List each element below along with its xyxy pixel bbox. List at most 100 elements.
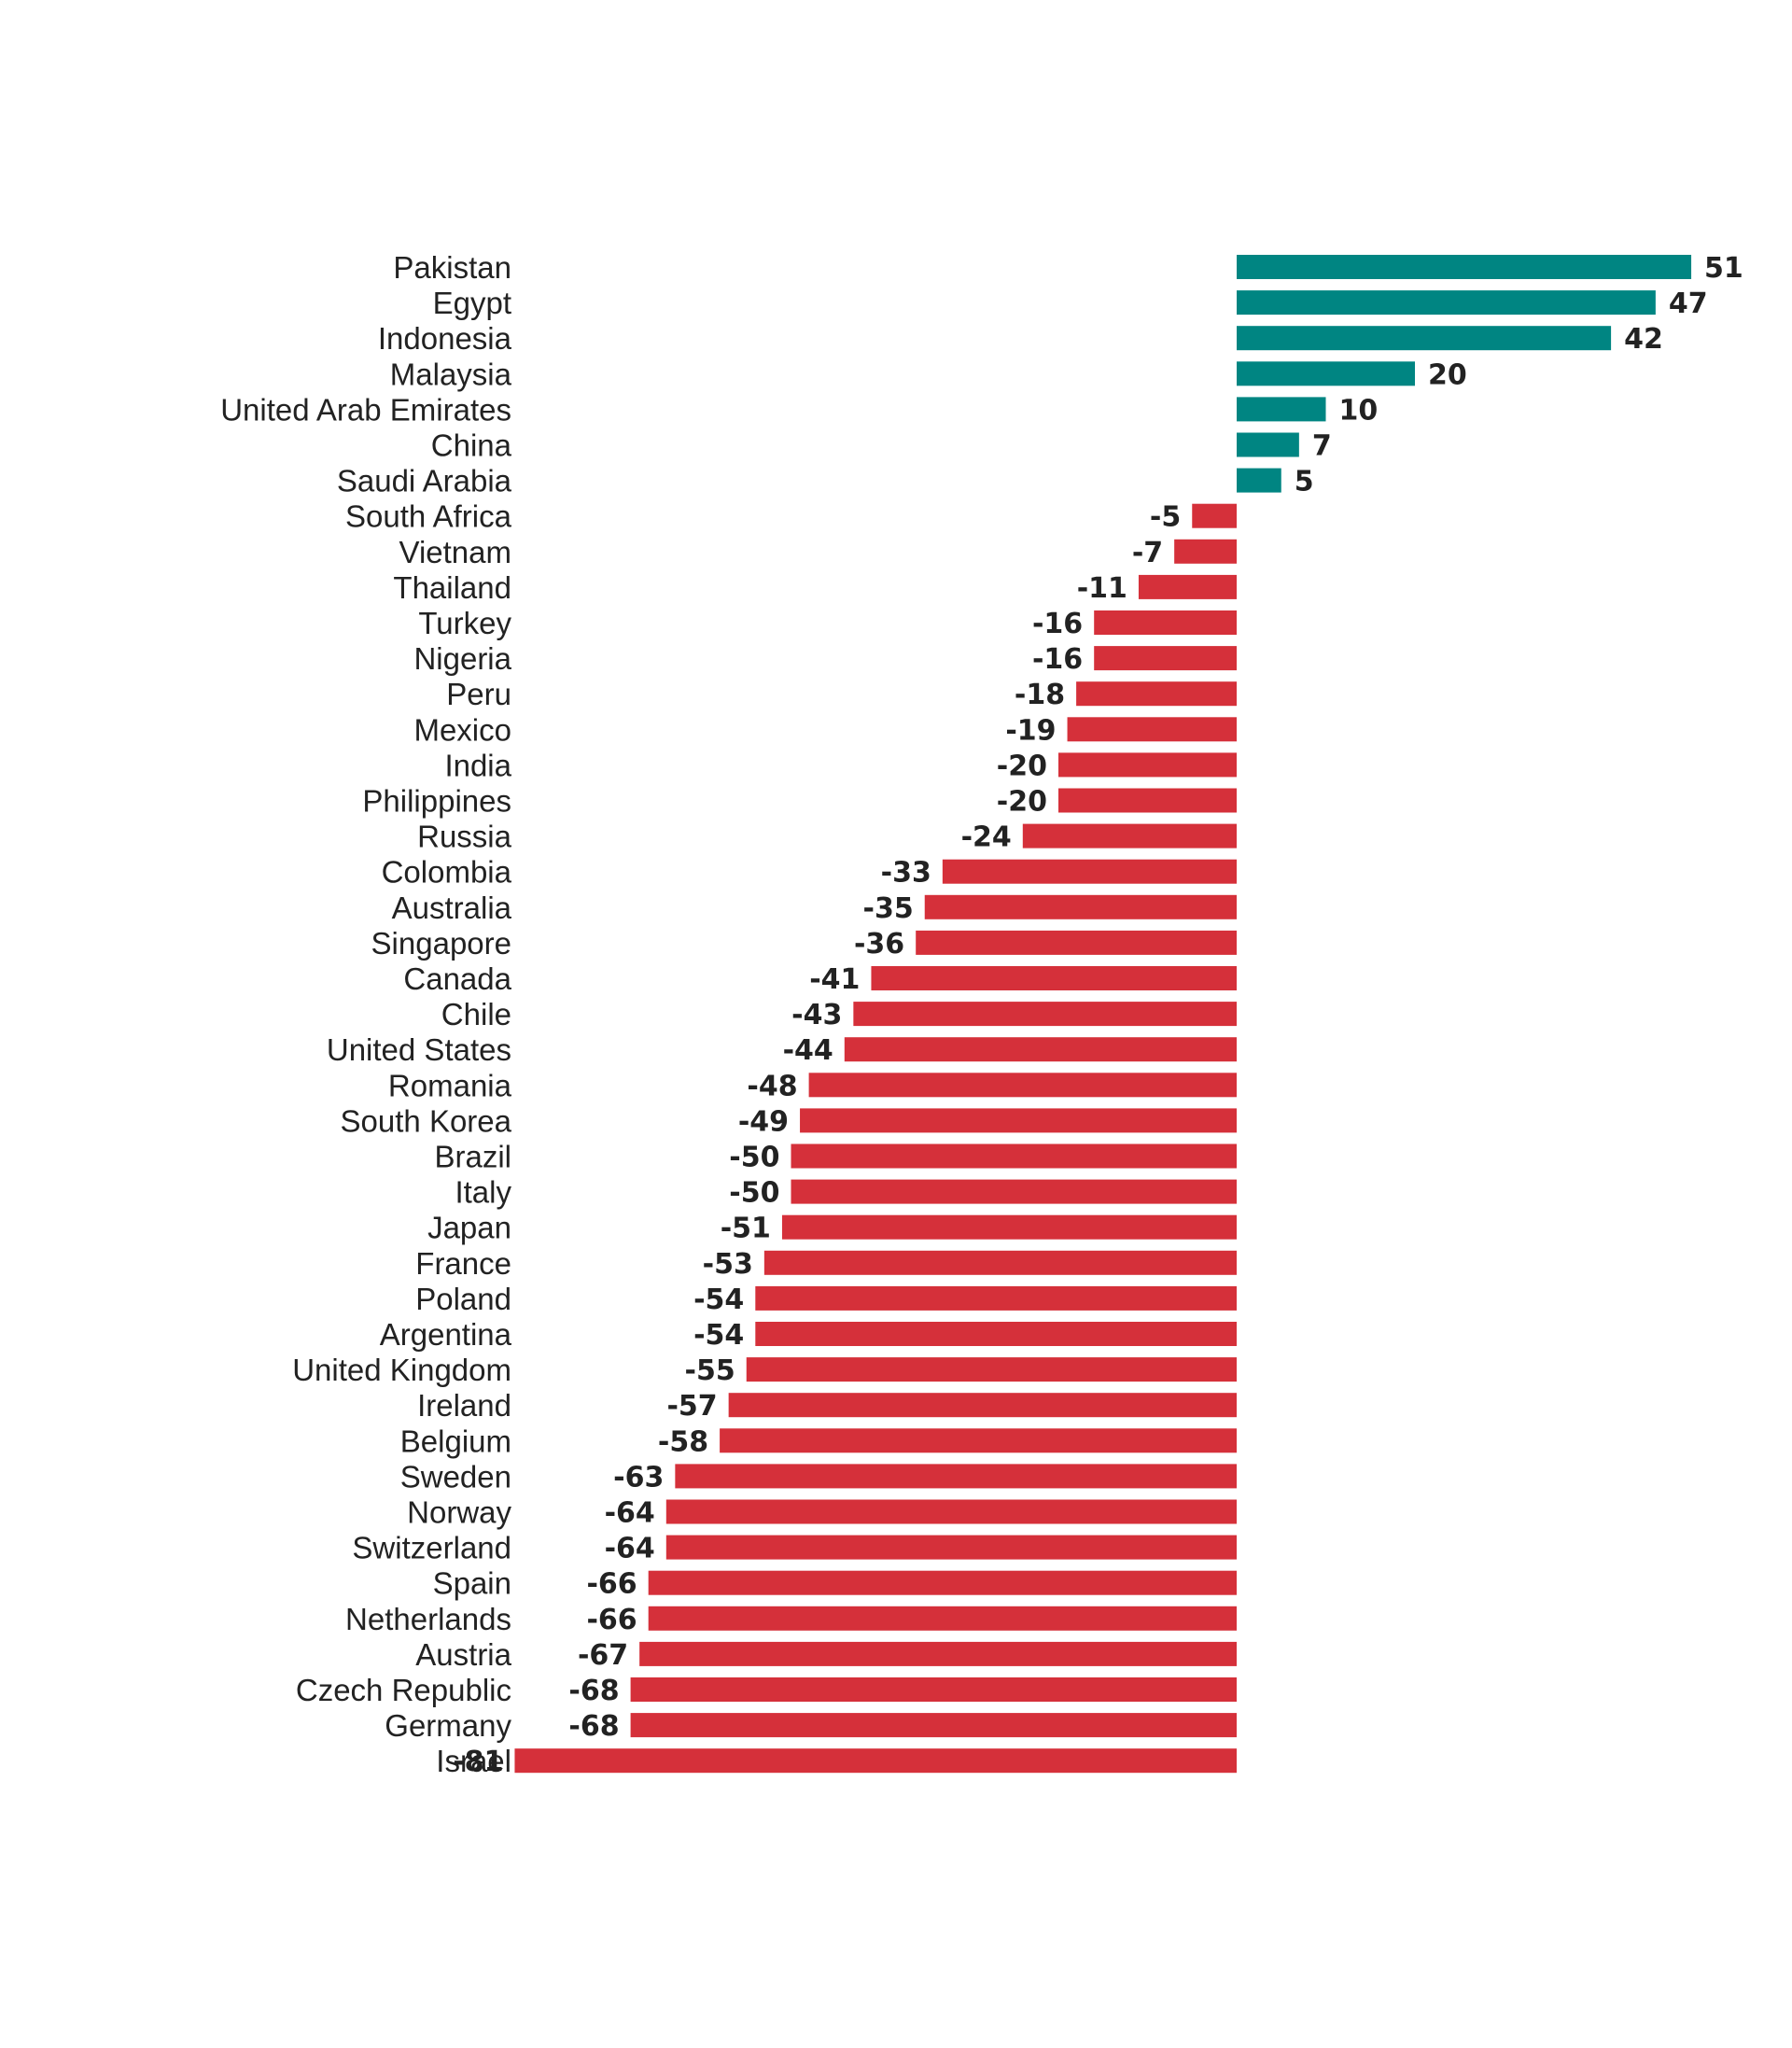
category-label-netherlands: Netherlands xyxy=(345,1602,511,1636)
bar-germany xyxy=(630,1713,1237,1738)
category-label-south-korea: South Korea xyxy=(341,1103,512,1138)
category-label-mexico: Mexico xyxy=(413,712,511,747)
category-label-ireland: Ireland xyxy=(417,1388,511,1423)
value-label-romania: -48 xyxy=(747,1070,797,1102)
bar-turkey xyxy=(1094,610,1237,635)
bar-netherlands xyxy=(648,1606,1237,1631)
category-label-philippines: Philippines xyxy=(362,784,511,819)
bar-philippines xyxy=(1058,788,1237,813)
bar-spain xyxy=(648,1570,1237,1595)
bar-czech-republic xyxy=(630,1677,1237,1702)
category-label-japan: Japan xyxy=(427,1211,511,1245)
value-label-argentina: -54 xyxy=(693,1319,744,1352)
category-label-colombia: Colombia xyxy=(382,855,512,890)
bar-romania xyxy=(808,1073,1237,1098)
value-label-turkey: -16 xyxy=(1032,608,1083,640)
bar-india xyxy=(1058,752,1237,778)
category-label-thailand: Thailand xyxy=(393,570,511,605)
bar-poland xyxy=(755,1285,1237,1311)
bar-france xyxy=(763,1250,1237,1275)
category-label-egypt: Egypt xyxy=(433,286,511,320)
category-label-spain: Spain xyxy=(433,1566,511,1601)
value-label-egypt: 47 xyxy=(1669,288,1708,320)
bar-colombia xyxy=(942,859,1237,884)
bar-brazil xyxy=(791,1143,1237,1169)
value-label-united-states: -44 xyxy=(783,1034,833,1067)
category-label-india: India xyxy=(444,748,511,782)
bar-south-africa xyxy=(1192,503,1237,528)
bars xyxy=(514,255,1692,1774)
category-label-china: China xyxy=(431,428,512,463)
bar-mexico xyxy=(1067,717,1237,742)
value-labels: 514742201075-5-7-11-16-16-18-19-20-20-24… xyxy=(453,252,1743,1778)
value-label-thailand: -11 xyxy=(1077,572,1127,605)
value-label-malaysia: 20 xyxy=(1428,358,1467,391)
value-label-united-arab-emirates: 10 xyxy=(1339,394,1379,427)
bar-vietnam xyxy=(1174,539,1237,564)
value-label-brazil: -50 xyxy=(729,1142,779,1174)
bar-sweden xyxy=(675,1464,1237,1489)
category-label-south-africa: South Africa xyxy=(345,499,512,534)
category-label-switzerland: Switzerland xyxy=(352,1531,511,1565)
bar-israel xyxy=(514,1748,1237,1774)
value-label-indonesia: 42 xyxy=(1624,323,1663,356)
category-label-sweden: Sweden xyxy=(400,1459,511,1494)
value-label-australia: -35 xyxy=(863,892,914,925)
value-label-nigeria: -16 xyxy=(1032,643,1083,676)
value-label-canada: -41 xyxy=(809,963,860,996)
bar-thailand xyxy=(1138,574,1237,599)
bar-japan xyxy=(781,1214,1237,1240)
value-label-netherlands: -66 xyxy=(586,1604,637,1636)
category-label-czech-republic: Czech Republic xyxy=(296,1673,511,1707)
category-label-norway: Norway xyxy=(407,1495,511,1530)
category-label-belgium: Belgium xyxy=(400,1424,511,1458)
category-label-canada: Canada xyxy=(403,961,511,996)
value-label-colombia: -33 xyxy=(881,857,931,890)
value-label-saudi-arabia: 5 xyxy=(1295,466,1314,498)
category-label-germany: Germany xyxy=(385,1708,511,1743)
bar-malaysia xyxy=(1237,361,1415,386)
bar-chile xyxy=(853,1002,1237,1027)
bar-switzerland xyxy=(665,1535,1237,1560)
category-label-turkey: Turkey xyxy=(418,606,511,640)
value-label-china: 7 xyxy=(1312,430,1332,463)
category-label-italy: Italy xyxy=(455,1175,511,1210)
category-label-indonesia: Indonesia xyxy=(378,321,512,356)
value-label-switzerland: -64 xyxy=(605,1533,655,1565)
bar-egypt xyxy=(1237,290,1656,316)
value-label-france: -53 xyxy=(703,1248,753,1281)
value-label-germany: -68 xyxy=(568,1710,619,1743)
category-label-malaysia: Malaysia xyxy=(390,357,512,391)
value-label-peru: -18 xyxy=(1015,679,1065,711)
value-label-ireland: -57 xyxy=(666,1390,717,1423)
bar-south-korea xyxy=(800,1108,1237,1133)
bar-ireland xyxy=(728,1393,1237,1418)
bar-italy xyxy=(791,1179,1237,1204)
bar-pakistan xyxy=(1237,255,1692,279)
value-label-norway: -64 xyxy=(605,1497,655,1530)
bar-austria xyxy=(639,1641,1237,1666)
category-label-france: France xyxy=(415,1246,511,1281)
bar-belgium xyxy=(720,1428,1237,1453)
value-label-japan: -51 xyxy=(721,1213,771,1245)
category-label-russia: Russia xyxy=(417,820,512,854)
value-label-israel: -81 xyxy=(453,1746,503,1778)
category-label-australia: Australia xyxy=(392,891,512,925)
value-label-belgium: -58 xyxy=(658,1425,708,1458)
category-label-argentina: Argentina xyxy=(380,1317,512,1352)
category-label-israel: Israel xyxy=(436,1744,511,1778)
bar-russia xyxy=(1022,823,1237,849)
value-label-south-africa: -5 xyxy=(1150,501,1181,534)
value-label-vietnam: -7 xyxy=(1132,537,1163,569)
category-label-united-kingdom: United Kingdom xyxy=(292,1353,511,1387)
bar-nigeria xyxy=(1094,646,1237,671)
bar-saudi-arabia xyxy=(1237,468,1281,493)
value-label-russia: -24 xyxy=(961,821,1012,854)
category-label-vietnam: Vietnam xyxy=(399,535,511,569)
value-label-austria: -67 xyxy=(578,1639,628,1672)
value-label-united-kingdom: -55 xyxy=(685,1354,735,1387)
value-label-mexico: -19 xyxy=(1005,714,1056,747)
value-label-poland: -54 xyxy=(693,1284,744,1316)
